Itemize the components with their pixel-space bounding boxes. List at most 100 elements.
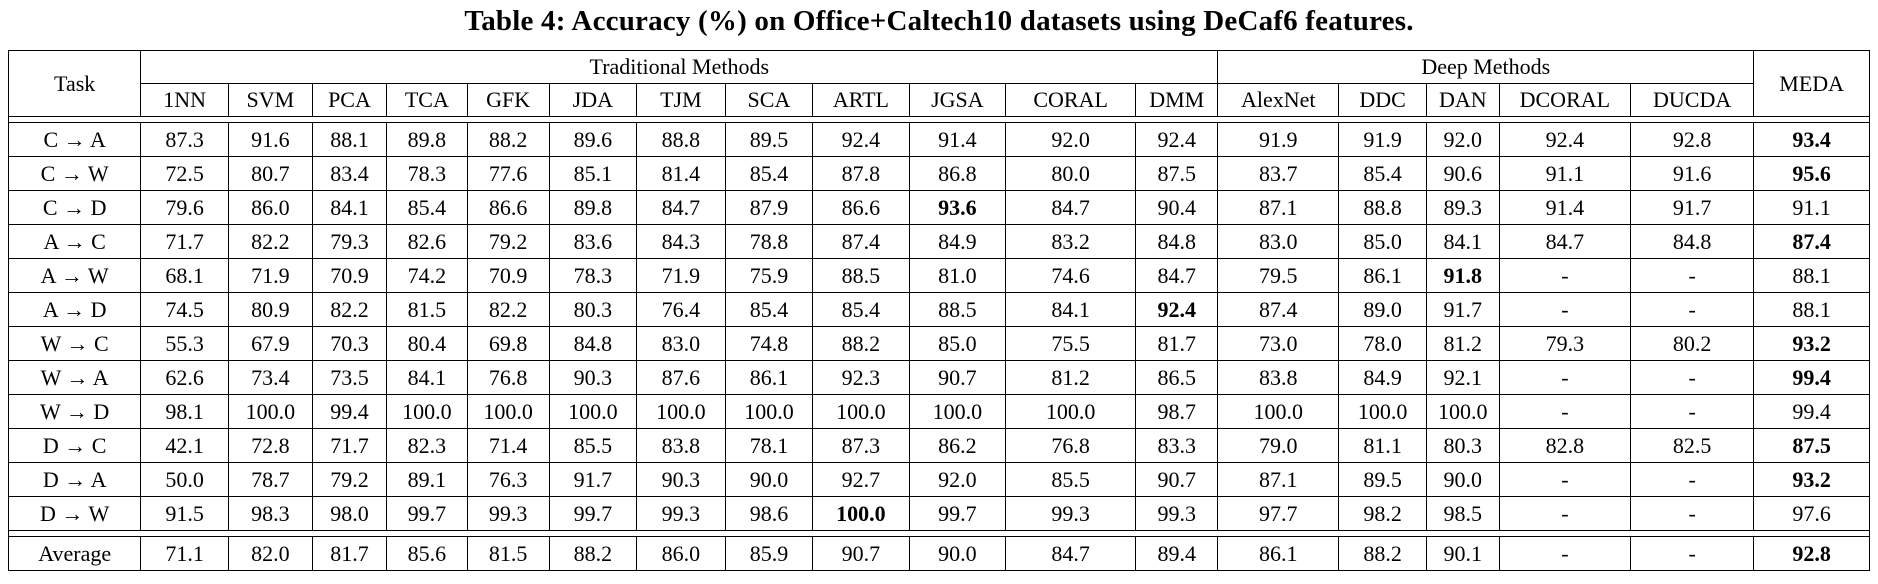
value-cell: 71.4 [466,428,550,463]
value-cell: 72.8 [227,428,313,463]
value-cell: 100.0 [1005,394,1137,429]
value-cell: 76.4 [636,292,726,327]
header-method-1nn: 1NN [140,83,229,117]
value-cell: 99.7 [385,496,468,531]
table-row: C → W 72.5 80.7 83.4 78.3 77.6 85.1 81.4 85.4 87.… [7,156,1870,191]
value-cell: 98.3 [227,496,313,531]
table-row: W → A 62.6 73.4 73.5 84.1 76.8 90.3 87.6 86.1 92.… [7,360,1870,395]
value-cell: 86.2 [908,428,1007,463]
value-cell: 85.4 [724,292,814,327]
value-cell: 99.3 [1005,496,1137,531]
task-cell: D → C [7,428,142,463]
value-cell: 85.0 [1338,224,1427,259]
table-row: C → D 79.6 86.0 84.1 85.4 86.6 89.8 84.7 87.9 86.… [7,190,1870,225]
value-cell: - [1629,258,1755,293]
value-cell: 91.9 [1217,122,1340,157]
value-cell: 82.2 [466,292,550,327]
task-cell: C → D [7,190,142,225]
value-cell: 89.1 [385,462,468,497]
header-deep-methods: Deep Methods [1217,50,1755,84]
task-cell: D → W [7,496,142,531]
value-cell: 89.3 [1425,190,1500,225]
value-cell: 80.2 [1629,326,1755,361]
value-cell: 79.6 [140,190,229,225]
value-cell: 84.9 [908,224,1007,259]
value-cell: 84.8 [1135,224,1219,259]
header-method-pca: PCA [311,83,387,117]
value-cell: 84.9 [1338,360,1427,395]
value-cell: 91.4 [1498,190,1631,225]
value-cell: 86.6 [812,190,910,225]
value-cell: 81.5 [466,536,550,571]
value-cell: 71.9 [636,258,726,293]
value-cell: 87.4 [1217,292,1340,327]
value-cell: 42.1 [140,428,229,463]
value-cell: 90.6 [1425,156,1500,191]
value-cell: 83.4 [311,156,387,191]
value-cell: 88.2 [548,536,638,571]
value-cell: 62.6 [140,360,229,395]
value-cell: - [1498,496,1631,531]
value-cell: 88.2 [1338,536,1427,571]
value-cell: - [1498,462,1631,497]
task-cell: W → A [7,360,142,395]
value-cell: 87.3 [140,122,229,157]
header-method-dmm: DMM [1135,83,1219,117]
value-cell: 68.1 [140,258,229,293]
value-cell: 86.8 [908,156,1007,191]
value-cell: 99.3 [636,496,726,531]
value-cell: 81.5 [385,292,468,327]
table-row: D → C 42.1 72.8 71.7 82.3 71.4 85.5 83.8 78.1 87.… [7,428,1870,463]
value-cell: 92.3 [812,360,910,395]
value-cell: 91.7 [1425,292,1500,327]
value-cell: 85.4 [724,156,814,191]
value-cell: - [1498,536,1631,571]
table-row: C → A 87.3 91.6 88.1 89.8 88.2 89.6 88.8 89.5 92.… [7,122,1870,157]
table-row: D → W 91.5 98.3 98.0 99.7 99.3 99.7 99.3 98.6 100… [7,496,1870,531]
header-row-groups: Task Traditional Methods Deep Methods ME… [7,50,1870,117]
value-cell: 76.8 [466,360,550,395]
task-cell: A → W [7,258,142,293]
value-cell: 87.6 [636,360,726,395]
value-cell: 100.0 [1338,394,1427,429]
value-cell: 91.6 [227,122,313,157]
separator-cell [8,116,1870,123]
value-cell: 79.2 [311,462,387,497]
value-cell: 93.4 [1753,122,1870,157]
value-cell: - [1629,536,1755,571]
value-cell: 82.5 [1629,428,1755,463]
header-meda: MEDA [1753,50,1870,117]
value-cell: 100.0 [227,394,313,429]
value-cell: 86.0 [227,190,313,225]
value-cell: 82.6 [385,224,468,259]
value-cell: 92.4 [1498,122,1631,157]
value-cell: 100.0 [548,394,638,429]
value-cell: 83.0 [636,326,726,361]
value-cell: 98.5 [1425,496,1500,531]
value-cell: 100.0 [1217,394,1340,429]
value-cell: 85.4 [1338,156,1427,191]
value-cell: 98.0 [311,496,387,531]
value-cell: 87.5 [1753,428,1870,463]
value-cell: 86.1 [1338,258,1427,293]
value-cell: 71.7 [140,224,229,259]
value-cell: 92.0 [1005,122,1137,157]
value-cell: 71.9 [227,258,313,293]
value-cell: 86.0 [636,536,726,571]
value-cell: 55.3 [140,326,229,361]
value-cell: 83.8 [636,428,726,463]
value-cell: 84.7 [636,190,726,225]
header-row-methods: 1NN SVM PCA TCA GFK JDA TJM SCA ARTL JGSA CORAL DMM… [9,83,1870,117]
value-cell: 86.1 [724,360,814,395]
header-method-tjm: TJM [636,83,726,117]
value-cell: 86.6 [466,190,550,225]
task-cell: Average [7,536,142,571]
value-cell: 99.4 [1753,360,1870,395]
value-cell: 87.4 [812,224,910,259]
value-cell: 78.3 [548,258,638,293]
value-cell: 76.8 [1005,428,1137,463]
value-cell: 80.3 [1425,428,1500,463]
value-cell: 90.1 [1425,536,1500,571]
value-cell: 92.1 [1425,360,1500,395]
value-cell: 88.2 [812,326,910,361]
